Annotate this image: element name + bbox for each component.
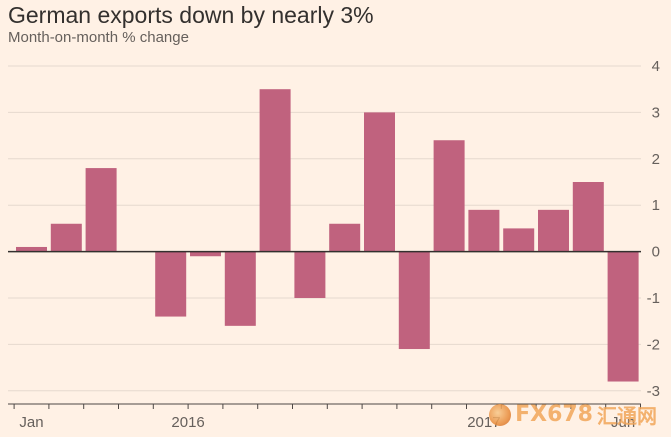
x-tick-label: 2016 (171, 414, 204, 431)
bar (364, 112, 395, 252)
bar (16, 246, 47, 252)
grid-layer (8, 65, 641, 392)
x-axis-ticks: Jan 2016 2017 Jun (8, 403, 641, 431)
x-tick-label: Jan (19, 414, 43, 431)
bar (468, 209, 500, 252)
bar (572, 182, 604, 252)
y-axis-ticks: 4 3 2 1 0 -1 -2 -3 (647, 58, 660, 400)
bar (398, 251, 430, 350)
y-tick-label: -2 (647, 336, 660, 353)
bar (155, 251, 187, 317)
chart-subtitle: Month-on-month % change (8, 29, 189, 46)
bar (538, 209, 569, 252)
bar (224, 251, 256, 326)
chart-title: German exports down by nearly 3% (8, 2, 374, 28)
watermark: FX678 汇通网 (489, 400, 657, 429)
bar (433, 140, 465, 252)
bar (329, 223, 361, 252)
y-tick-label: 2 (652, 151, 660, 168)
y-tick-label: 4 (652, 58, 660, 75)
watermark-cn: 汇通网 (597, 404, 657, 428)
y-tick-label: 3 (652, 104, 660, 121)
y-tick-label: 1 (652, 197, 660, 214)
bar (50, 223, 82, 252)
y-tick-label: -1 (647, 290, 660, 307)
bar (294, 251, 326, 298)
x-tick-label: Jun (611, 414, 635, 431)
bar (503, 228, 535, 252)
bar (259, 89, 291, 252)
fx678-logo-icon (489, 403, 512, 426)
bar (190, 251, 221, 257)
bars-layer (16, 89, 639, 382)
watermark-text: FX678 (515, 402, 593, 427)
bar (85, 168, 117, 252)
bar (607, 251, 639, 382)
y-tick-label: -3 (647, 383, 660, 400)
y-tick-label: 0 (652, 244, 660, 261)
